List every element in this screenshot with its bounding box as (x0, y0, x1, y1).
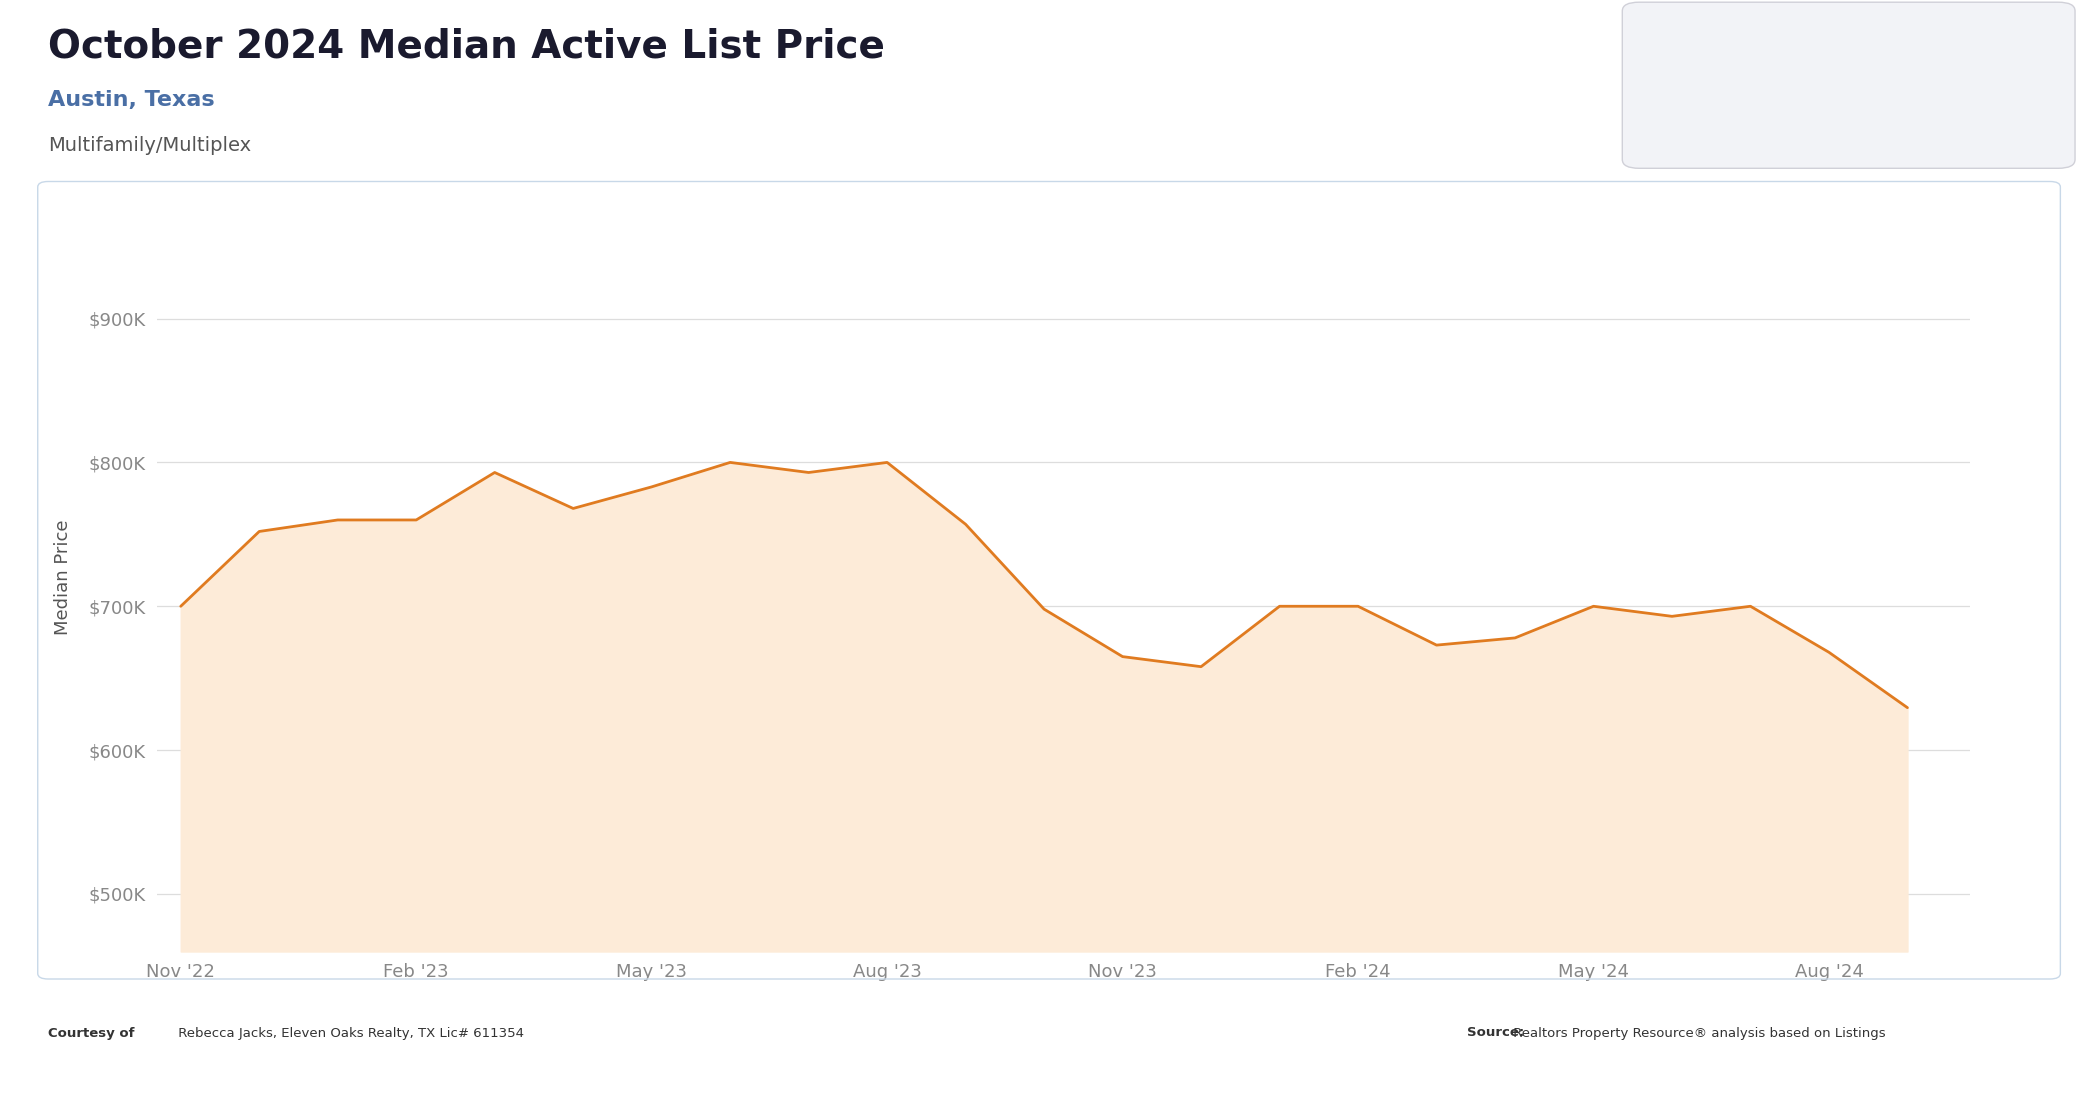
Text: Source:: Source: (1467, 1026, 1524, 1039)
Text: $629,500: $629,500 (1666, 57, 1857, 91)
Text: October 2024 Median Active List Price: October 2024 Median Active List Price (48, 28, 885, 66)
Text: Austin, Texas: Austin, Texas (48, 90, 214, 110)
Text: ↓: ↓ (1681, 118, 1694, 133)
Text: Median List Price: Median List Price (1666, 24, 1828, 42)
Text: Multifamily/Multiplex: Multifamily/Multiplex (48, 136, 252, 155)
Text: Courtesy of: Courtesy of (48, 1026, 134, 1039)
Y-axis label: Median Price: Median Price (54, 520, 71, 636)
Circle shape (1671, 107, 1704, 144)
Text: 6.2% Month over Month: 6.2% Month over Month (1719, 116, 1901, 131)
Text: Rebecca Jacks, Eleven Oaks Realty, TX Lic# 611354: Rebecca Jacks, Eleven Oaks Realty, TX Li… (174, 1026, 524, 1039)
Text: Realtors Property Resource® analysis based on Listings: Realtors Property Resource® analysis bas… (1509, 1026, 1886, 1039)
